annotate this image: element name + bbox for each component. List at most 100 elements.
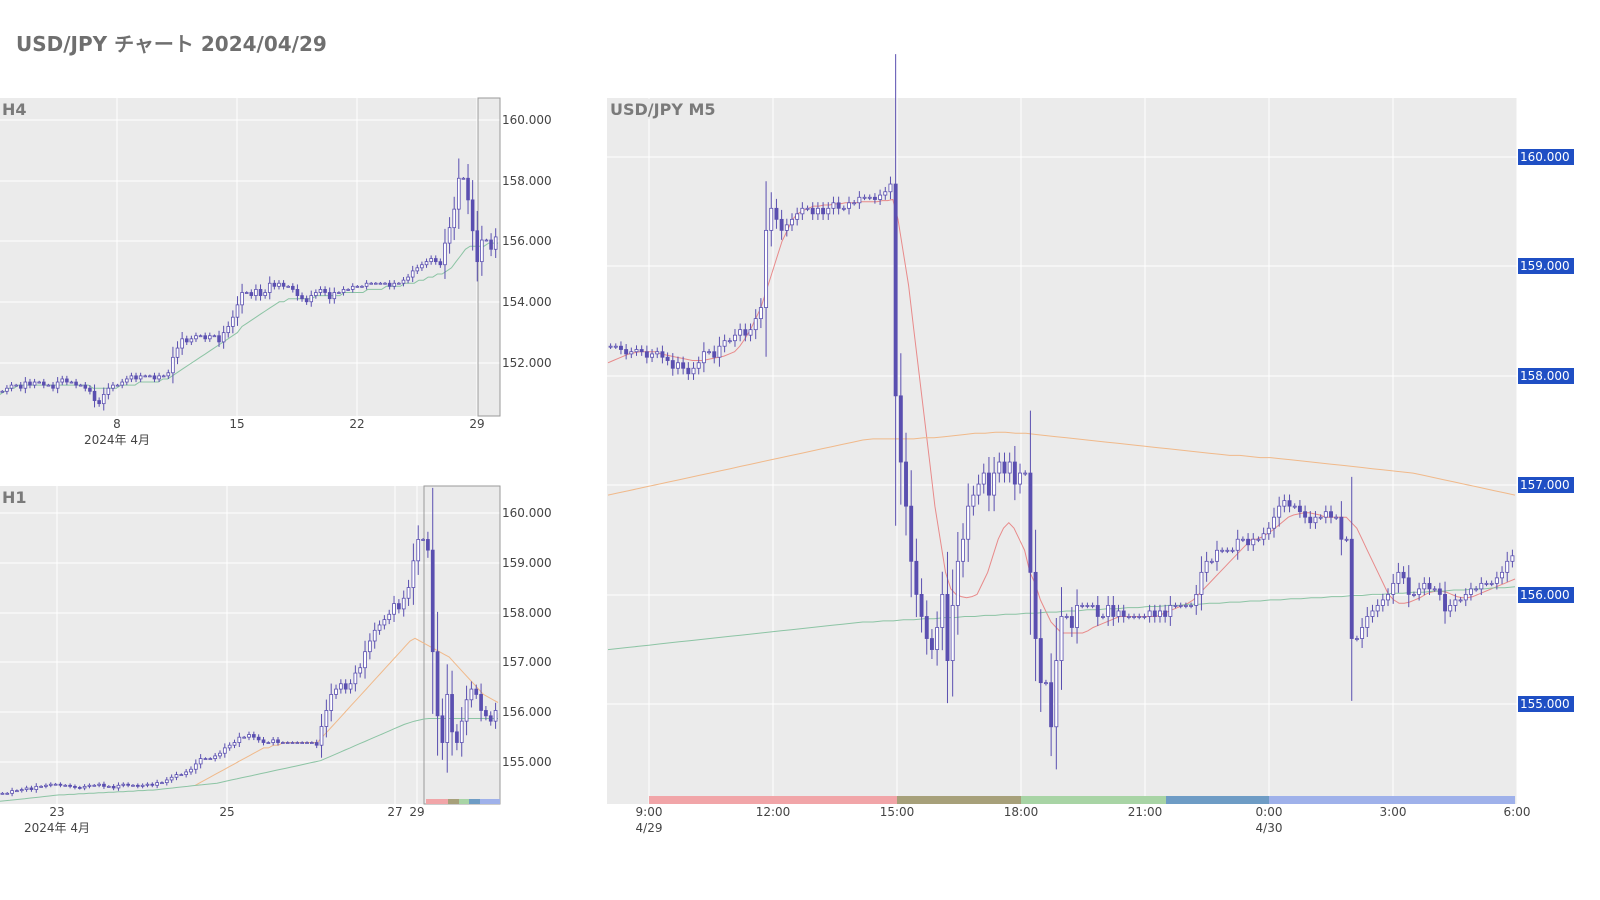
h4-candle xyxy=(272,280,277,290)
h1-candle xyxy=(377,620,382,635)
h1-candle xyxy=(198,754,203,769)
h4-candle xyxy=(55,377,60,394)
h4-candle xyxy=(226,321,231,338)
m5-candle xyxy=(1349,476,1354,701)
h1-candle xyxy=(164,777,169,786)
h1-candle xyxy=(469,681,474,708)
m5-candle xyxy=(774,198,779,229)
m5-price-badge xyxy=(1518,477,1574,493)
m5-candle xyxy=(1018,463,1022,494)
h4-candle xyxy=(355,285,360,288)
h4-candle xyxy=(447,217,452,254)
h4-candle xyxy=(332,287,337,304)
m5-candle xyxy=(1277,496,1282,527)
m5-chart-panel: 160.000 159.000 158.000 157.000 156.000 155.0… xyxy=(607,54,1574,835)
m5-candle xyxy=(707,348,712,355)
h1-candle xyxy=(329,683,334,722)
h1-candle xyxy=(203,757,208,760)
h4-candle xyxy=(106,383,111,400)
h4-y-tick-label: 156.000 xyxy=(502,234,552,248)
h4-candle xyxy=(452,196,456,241)
h4-candle xyxy=(235,296,240,326)
h1-candle xyxy=(82,784,87,791)
m5-candle xyxy=(1256,536,1261,543)
h4-candle xyxy=(263,289,267,299)
m5-candle xyxy=(665,352,670,366)
h4-candle xyxy=(401,277,406,287)
h1-candle xyxy=(222,743,227,758)
m5-x-tick-label: 18:00 xyxy=(1004,805,1039,819)
m5-session-bar xyxy=(1269,796,1515,804)
m5-candle xyxy=(1137,613,1142,620)
m5-x-tick-label: 12:00 xyxy=(756,805,791,819)
m5-candle xyxy=(790,213,794,231)
h1-candle xyxy=(406,579,411,606)
m5-candle xyxy=(1308,511,1313,529)
m5-candle xyxy=(1272,507,1276,538)
h4-candle xyxy=(208,332,212,342)
h1-candle xyxy=(464,685,469,736)
m5-candle xyxy=(655,347,660,359)
m5-plot-area xyxy=(607,98,1517,804)
h1-candle xyxy=(300,741,305,744)
h1-candle xyxy=(493,702,498,729)
h4-candle xyxy=(97,397,101,407)
h4-candle xyxy=(217,330,221,347)
h4-candle xyxy=(457,158,461,229)
m5-candle xyxy=(1132,613,1137,620)
h4-candle xyxy=(42,378,46,389)
h1-candle xyxy=(430,487,435,714)
h4-candle xyxy=(194,332,198,342)
m5-y-tick-label: 158.000 xyxy=(1520,369,1570,383)
m5-candle xyxy=(1075,589,1080,644)
m5-candle xyxy=(670,353,675,376)
h4-candle xyxy=(152,372,157,383)
m5-candle xyxy=(1360,618,1365,648)
m5-candle xyxy=(992,457,997,512)
m5-y-tick-label: 155.000 xyxy=(1520,697,1570,711)
h1-candle xyxy=(189,766,193,775)
m5-candle xyxy=(950,569,955,697)
h1-candle xyxy=(116,782,121,791)
m5-candle xyxy=(1012,445,1017,501)
h4-candle xyxy=(184,335,189,346)
h1-x-tick-label: 23 xyxy=(49,805,64,819)
m5-candle xyxy=(1240,536,1245,543)
h1-candle xyxy=(421,538,425,541)
m5-candle xyxy=(1292,503,1297,509)
m5-candle xyxy=(961,523,965,578)
h4-candle xyxy=(420,261,424,271)
h4-candle xyxy=(410,265,415,283)
h1-candle xyxy=(474,684,479,699)
m5-candle xyxy=(686,362,691,380)
m5-candle xyxy=(629,347,634,359)
m5-label-bg xyxy=(608,99,714,119)
h4-candle xyxy=(281,280,286,290)
h4-x-tick-label: 15 xyxy=(229,417,244,431)
m5-candle xyxy=(634,345,639,356)
h4-candle xyxy=(387,280,392,290)
h1-candle xyxy=(218,750,222,759)
h1-candle xyxy=(208,757,213,760)
m5-ma-line-1 xyxy=(607,431,1516,496)
h4-candle xyxy=(74,378,78,389)
m5-x-tick-label: 21:00 xyxy=(1128,805,1163,819)
m5-candle xyxy=(981,463,986,494)
h4-candle xyxy=(115,383,120,387)
m5-candle xyxy=(1266,522,1271,540)
m5-candle xyxy=(743,323,748,342)
m5-candle xyxy=(997,452,1002,483)
m5-candle xyxy=(805,205,810,212)
m5-candle xyxy=(1230,547,1235,554)
m5-candle xyxy=(795,207,800,226)
h4-candle xyxy=(138,372,143,383)
h4-candle xyxy=(304,295,309,305)
h4-candle xyxy=(300,292,304,302)
m5-candle xyxy=(758,298,763,329)
m5-candle xyxy=(1463,588,1468,607)
h4-candle xyxy=(161,374,166,378)
m5-candle xyxy=(1038,609,1043,712)
m5-candle xyxy=(1380,593,1385,612)
m5-candle xyxy=(639,345,644,356)
m5-candle xyxy=(784,218,789,237)
